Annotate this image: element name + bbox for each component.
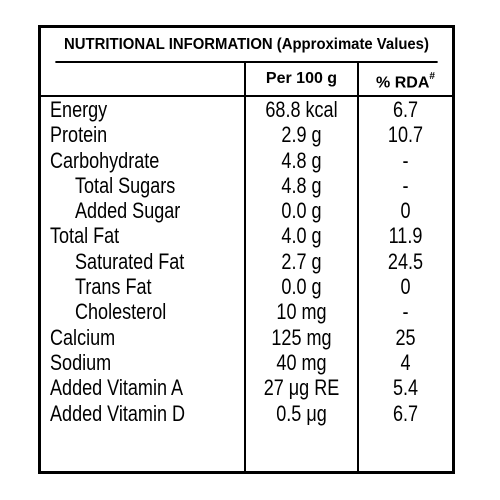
- nutrient-value: 68.8 kcal: [265, 97, 338, 122]
- nutrient-rda: -: [402, 172, 409, 198]
- nutrient-name: Trans Fat: [75, 274, 152, 300]
- nutrient-row: Sodium 40 mg 4: [41, 350, 452, 375]
- rda-header-label: % RDA: [376, 74, 430, 92]
- nutrient-value: 2.7 g: [281, 248, 322, 274]
- nutrient-row: Protein 2.9 g 10.7: [41, 122, 452, 147]
- rda-footnote-mark: #: [429, 71, 435, 82]
- nutrient-value: 27 μg RE: [263, 375, 340, 401]
- column-divider: [357, 63, 359, 471]
- nutrient-rda: -: [402, 299, 409, 325]
- nutrient-rda: 25: [395, 324, 416, 350]
- nutrient-value: 125 mg: [271, 324, 332, 350]
- nutrient-value: 0.5 μg: [276, 400, 327, 426]
- nutrient-value: 0.0 g: [281, 274, 322, 300]
- nutrient-row: Trans Fat 0.0 g 0: [41, 274, 452, 299]
- nutrient-row: Calcium 125 mg 25: [41, 325, 452, 350]
- column-divider: [244, 63, 246, 471]
- nutrient-rda: 11.9: [388, 223, 423, 249]
- nutrient-name: Total Fat: [50, 223, 120, 249]
- nutrient-name: Sodium: [50, 349, 112, 375]
- nutrient-rda: 24.5: [387, 248, 424, 274]
- nutrient-row: Saturated Fat 2.7 g 24.5: [41, 249, 452, 274]
- per-100g-header: Per 100 g: [265, 70, 338, 87]
- nutrient-rda: 6.7: [392, 400, 419, 426]
- nutrient-rda: 6.7: [392, 97, 419, 122]
- nutrient-row: Energy 68.8 kcal 6.7: [41, 97, 452, 122]
- nutrient-name: Calcium: [50, 324, 116, 350]
- nutrient-rda: 4: [400, 349, 411, 375]
- nutrient-value: 0.0 g: [281, 198, 322, 224]
- nutrient-name: Added Vitamin D: [50, 400, 186, 426]
- nutrient-value: 40 mg: [276, 349, 327, 375]
- nutrient-row: Added Sugar 0.0 g 0: [41, 198, 452, 223]
- nutrient-row: Carbohydrate 4.8 g -: [41, 148, 452, 173]
- nutrient-row: Total Sugars 4.8 g -: [41, 173, 452, 198]
- nutrient-rda: -: [402, 147, 409, 173]
- nutrient-name: Energy: [50, 97, 108, 122]
- nutrient-row: Added Vitamin D 0.5 μg 6.7: [41, 401, 452, 426]
- nutrient-value: 4.8 g: [281, 172, 322, 198]
- nutrient-name: Cholesterol: [75, 299, 167, 325]
- nutrient-value: 10 mg: [276, 299, 327, 325]
- nutrient-row: Total Fat 4.0 g 11.9: [41, 223, 452, 248]
- nutrient-rda: 0: [400, 198, 411, 224]
- nutrient-value: 4.8 g: [281, 147, 322, 173]
- nutrient-value: 4.0 g: [281, 223, 322, 249]
- panel-title: NUTRITIONAL INFORMATION (Approximate Val…: [55, 28, 438, 63]
- nutrient-name: Saturated Fat: [75, 248, 185, 274]
- nutrient-name: Total Sugars: [75, 172, 176, 198]
- nutrient-name: Added Sugar: [75, 198, 181, 224]
- nutrient-name: Added Vitamin A: [50, 375, 184, 401]
- nutrient-rda: 0: [400, 274, 411, 300]
- nutrition-panel: NUTRITIONAL INFORMATION (Approximate Val…: [38, 25, 455, 474]
- nutrient-rda: 10.7: [387, 122, 424, 148]
- nutrient-row: Added Vitamin A 27 μg RE 5.4: [41, 375, 452, 400]
- nutrient-name: Carbohydrate: [50, 147, 160, 173]
- nutrient-name: Protein: [50, 122, 108, 148]
- rda-header: % RDA#: [359, 63, 452, 95]
- nutrient-row: Cholesterol 10 mg -: [41, 299, 452, 324]
- nutrient-rda: 5.4: [392, 375, 419, 401]
- nutrient-rows: Energy 68.8 kcal 6.7 Protein 2.9 g 10.7 …: [41, 97, 452, 426]
- column-header-row: [41, 63, 452, 97]
- nutrient-value: 2.9 g: [281, 122, 322, 148]
